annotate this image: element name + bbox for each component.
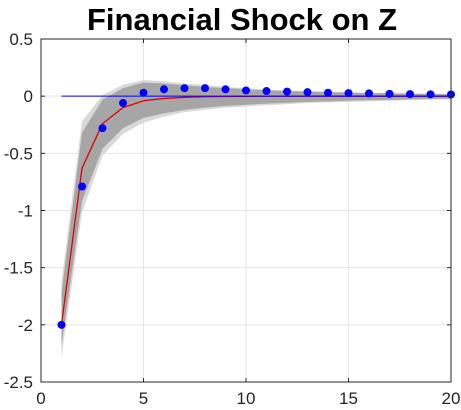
data-point-10: [242, 86, 250, 95]
data-point-14: [324, 88, 332, 97]
data-point-5: [139, 88, 148, 97]
data-point-3: [98, 124, 107, 133]
x-tick-label: 10: [237, 389, 256, 408]
y-tick-label: -0.5: [4, 144, 33, 163]
y-tick-label: -2: [18, 316, 33, 335]
data-point-2: [78, 182, 86, 191]
x-tick-label: 20: [442, 389, 461, 408]
plot-area: 0 5 10 15 20 0.5 0 -0.5 -1 -1.5 -2 -2.5: [4, 30, 461, 408]
data-point-9: [221, 85, 230, 94]
data-point-17: [385, 89, 394, 98]
data-point-15: [344, 89, 353, 98]
x-tick-label: 5: [139, 389, 148, 408]
data-point-7: [180, 84, 189, 93]
data-point-16: [365, 89, 373, 98]
chart-title: Financial Shock on Z: [87, 2, 397, 37]
y-tick-label: 0.5: [9, 30, 33, 49]
y-tick-label: -1.5: [4, 259, 33, 278]
data-point-12: [283, 87, 291, 96]
data-point-11: [262, 87, 271, 96]
x-tick-label: 15: [339, 389, 358, 408]
data-point-8: [201, 84, 209, 93]
data-point-13: [303, 88, 312, 97]
data-point-1: [57, 320, 66, 329]
confidence-band-inner: [61, 82, 451, 346]
data-point-4: [119, 99, 127, 108]
x-tick-label: 0: [36, 389, 45, 408]
data-point-6: [160, 85, 168, 94]
data-point-19: [426, 90, 435, 99]
y-tick-label: 0: [24, 87, 33, 106]
y-tick-label: -1: [18, 202, 33, 221]
y-tick-label: -2.5: [4, 373, 33, 392]
data-point-18: [406, 90, 414, 99]
